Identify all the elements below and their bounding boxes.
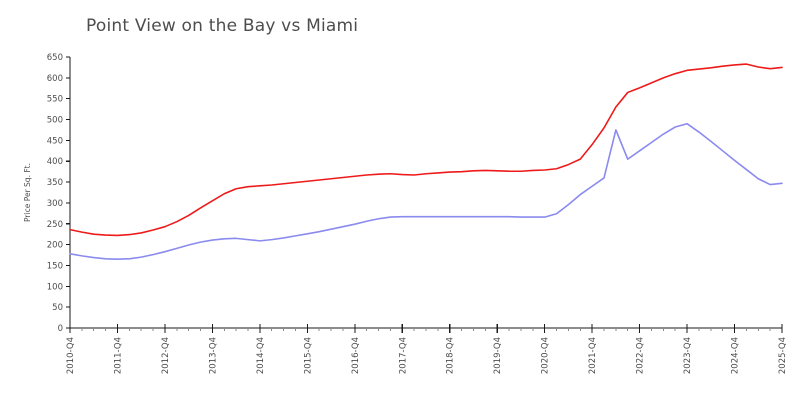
x-tick-label: 2023-Q4 — [683, 337, 693, 374]
series-line-1 — [69, 122, 783, 261]
x-tick-label: 2024-Q4 — [731, 337, 741, 374]
x-axis-minor-ticks — [69, 328, 783, 331]
y-tick-label: 150 — [47, 261, 63, 271]
y-tick-label: 200 — [47, 241, 63, 251]
x-tick-label: 2019-Q4 — [493, 337, 503, 374]
series-line-0 — [69, 63, 783, 237]
x-tick-label: 2015-Q4 — [303, 337, 313, 374]
y-tick-label: 0 — [58, 324, 63, 334]
y-tick-label: 500 — [47, 116, 63, 126]
x-tick-label: 2016-Q4 — [351, 337, 361, 374]
y-axis-title: Price Per Sq. Ft. — [23, 163, 32, 222]
y-tick-label: 600 — [47, 74, 63, 84]
x-tick-label: 2017-Q4 — [398, 337, 408, 374]
x-tick-label: 2021-Q4 — [588, 337, 598, 374]
x-tick-label: 2022-Q4 — [636, 337, 646, 374]
x-tick-label: 2018-Q4 — [446, 337, 456, 374]
chart-title: Point View on the Bay vs Miami — [86, 16, 359, 36]
y-tick-label: 550 — [47, 95, 63, 105]
y-tick-label: 50 — [52, 303, 63, 313]
series-group — [69, 63, 783, 261]
x-tick-label: 2011-Q4 — [113, 337, 123, 374]
x-tick-label: 2013-Q4 — [208, 337, 218, 374]
x-tick-label: 2025-Q4 — [778, 337, 788, 374]
y-tick-label: 100 — [47, 282, 63, 292]
y-axis-ticks: 0 50 100 150 200 250 300 350 400 450 500 550 600 650 — [47, 53, 70, 334]
y-tick-label: 400 — [47, 157, 63, 167]
y-tick-label: 250 — [47, 220, 63, 230]
y-tick-label: 300 — [47, 199, 63, 209]
x-tick-label: 2014-Q4 — [256, 337, 266, 374]
x-axis-ticks: 2010-Q4 2011-Q4 2012-Q4 2013-Q4 2014-Q4 2015-… — [66, 324, 788, 374]
y-tick-label: 350 — [47, 178, 63, 188]
x-tick-label: 2020-Q4 — [541, 337, 551, 374]
y-tick-label: 450 — [47, 136, 63, 146]
x-tick-label: 2010-Q4 — [66, 337, 76, 374]
y-axis-group: 050100150200250300350400450500550600650 … — [23, 53, 71, 334]
x-axis-group: 2010-Q4 2011-Q4 2012-Q4 2013-Q4 2014-Q4 2015-… — [66, 324, 788, 374]
x-tick-label: 2012-Q4 — [161, 337, 171, 374]
y-tick-label: 650 — [47, 53, 63, 63]
